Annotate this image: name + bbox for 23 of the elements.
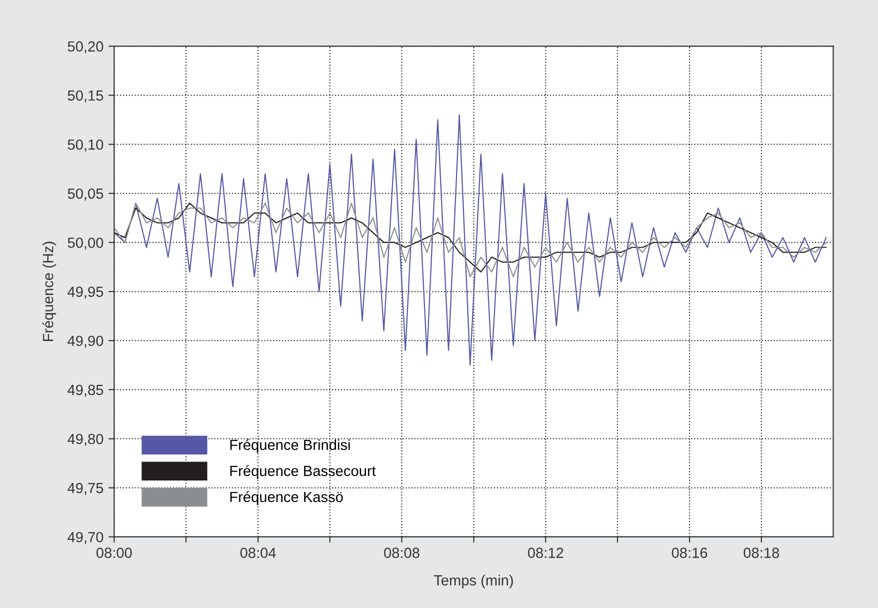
y-tick-label: 49,80 [68,434,104,446]
y-tick-label: 50,10 [68,139,104,152]
x-tick-label: 08:12 [528,548,564,558]
y-tick-label: 49,75 [68,482,104,495]
y-tick-label: 50,15 [68,90,104,102]
x-tick-label: 08:04 [240,548,276,558]
x-tick-label: 08:18 [744,548,779,558]
y-tick-label: 49,85 [68,384,104,397]
x-axis-title: Temps (min) [434,574,513,588]
y-tick-label: 50,00 [68,238,104,250]
x-tick-label: 08:08 [384,548,420,558]
legend-label: Fréquence Bassecourt [230,465,376,479]
x-tick-label: 08:00 [96,548,132,558]
x-tick-label: 08:16 [672,548,708,558]
y-axis-title: Fréquence (Hz) [42,242,56,341]
line-series [114,114,827,366]
y-tick-label: 50,20 [68,41,104,54]
legend-label: Fréquence Kassö [230,491,343,505]
y-tick-label: 50,05 [68,188,104,201]
y-tick-label: 49,90 [68,336,104,348]
legend-label: Fréquence Brindisi [230,439,350,453]
y-tick-label: 49,70 [68,532,104,544]
y-tick-label: 49,95 [68,286,104,299]
